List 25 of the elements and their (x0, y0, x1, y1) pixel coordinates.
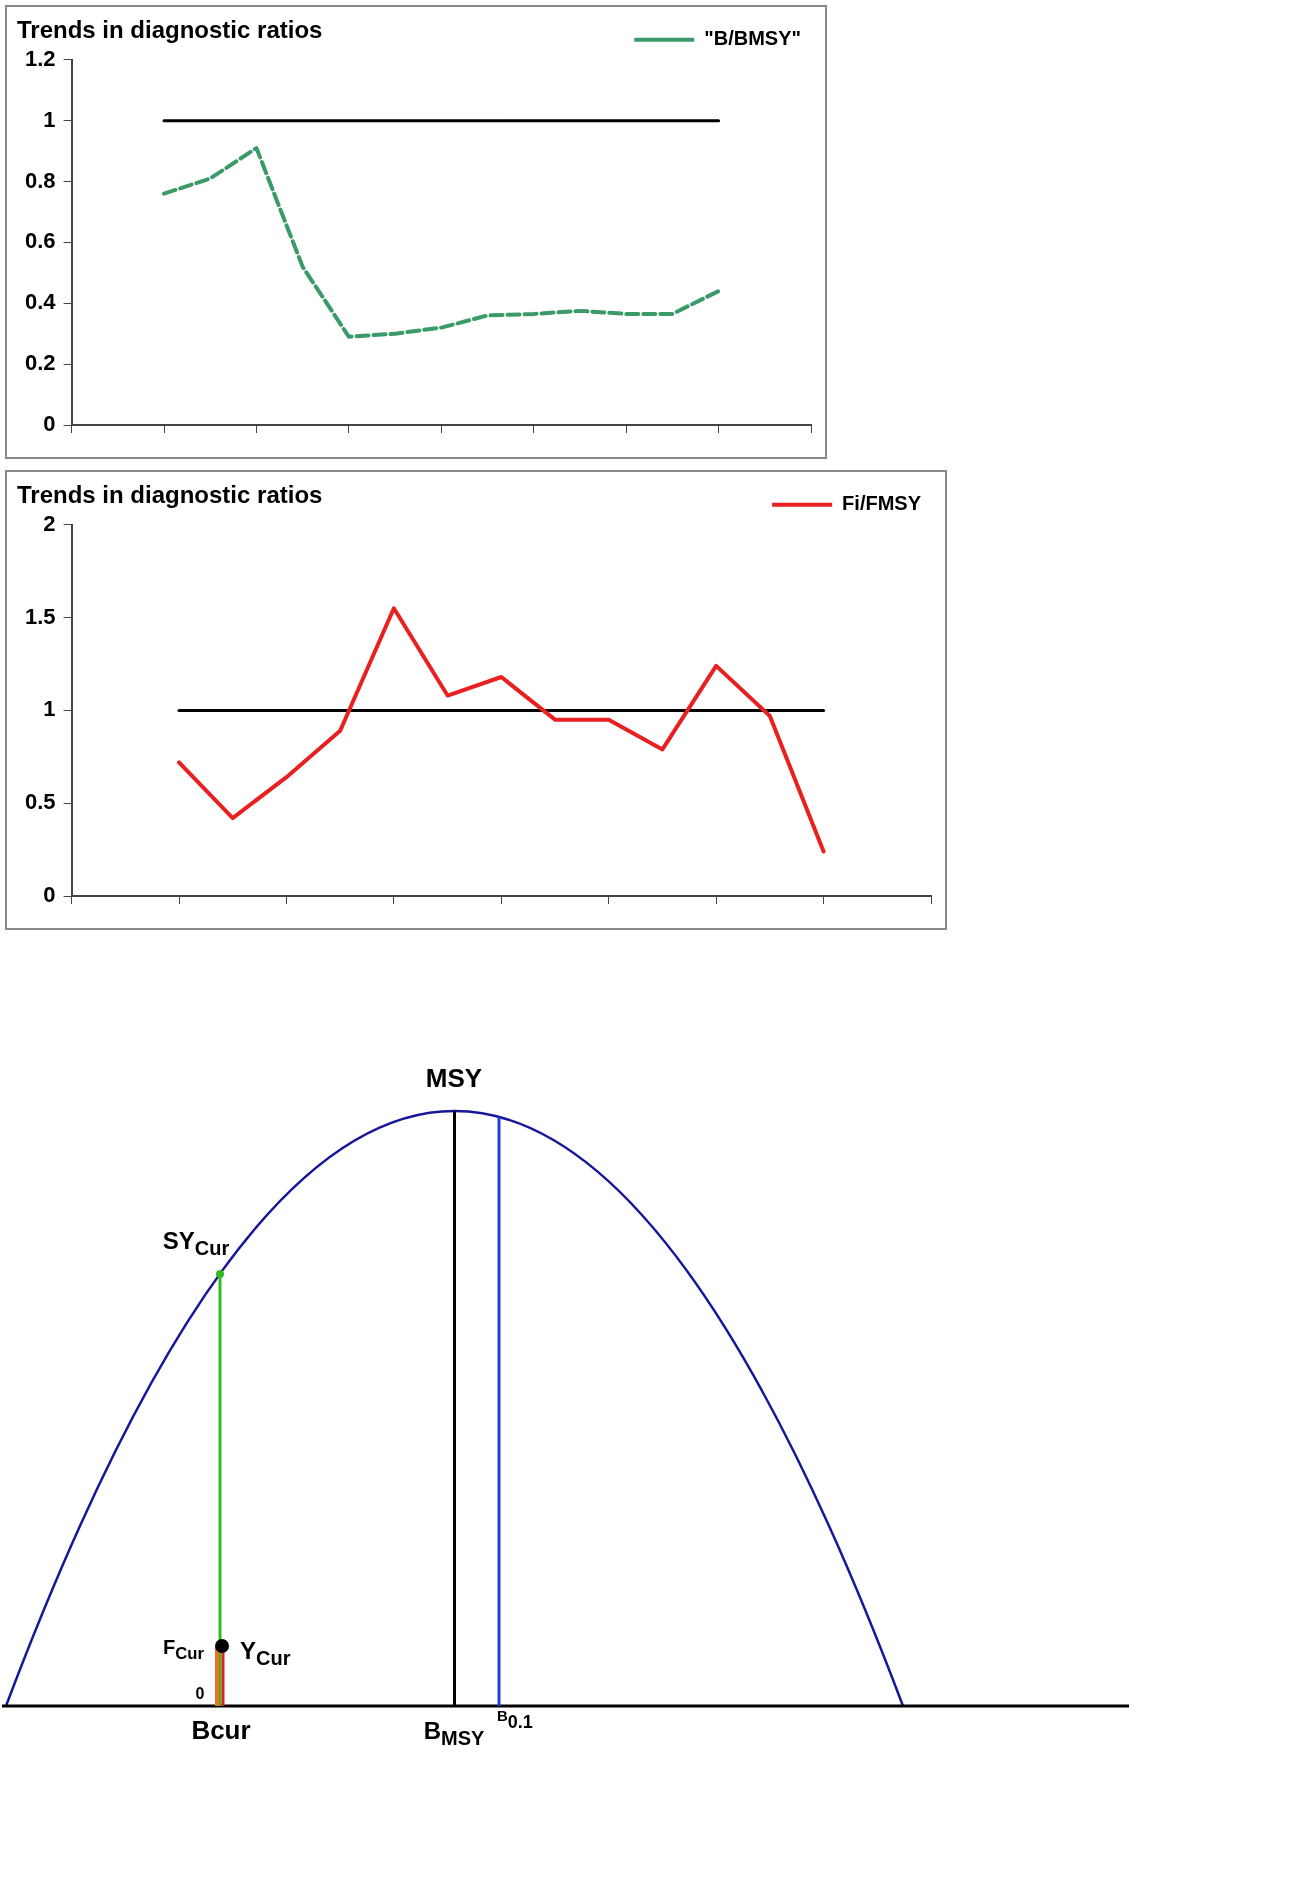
y-tick-label: 0.2 (24, 350, 56, 376)
chart-title: Trends in diagnostic ratios (17, 481, 323, 509)
y-tick-label: 1 (43, 106, 56, 132)
text: SY$_{Cur}$ (162, 1227, 230, 1259)
text: Y$_{Cur}$ (240, 1637, 291, 1669)
y-tick-label: 2 (43, 510, 56, 536)
y-tick-label: 0.4 (24, 289, 57, 315)
y-tick-label: 0.8 (24, 167, 56, 193)
y-tick-label: 0.5 (24, 789, 56, 815)
text: 0 (195, 1685, 205, 1703)
y-tick-label: 1.2 (24, 45, 56, 71)
chart-title: Trends in diagnostic ratios (17, 16, 323, 44)
y-tick-label: 1.5 (24, 603, 56, 629)
text: Bcur (191, 1715, 251, 1745)
y-tick-label: 1 (43, 696, 56, 722)
y-tick-label: 0 (43, 882, 56, 908)
legend-label: "B/BMSY" (704, 27, 801, 50)
line-series (162, 146, 721, 339)
text: MSY (425, 1063, 483, 1093)
text: $^{B}$0.1 (497, 1707, 533, 1733)
y-tick-label: 0.6 (24, 228, 56, 254)
legend-label: Fi/FMSY (842, 492, 922, 515)
text: B$_{MSY}$ (423, 1717, 485, 1749)
y-tick-label: 0 (43, 411, 56, 437)
text: F$_{Cur}$ (163, 1636, 204, 1664)
